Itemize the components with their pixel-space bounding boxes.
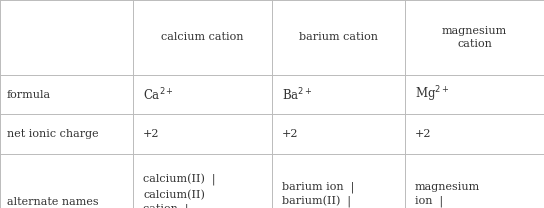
- Text: +2: +2: [143, 129, 159, 139]
- Text: barium cation: barium cation: [299, 32, 378, 42]
- Text: net ionic charge: net ionic charge: [7, 129, 98, 139]
- Text: calcium cation: calcium cation: [162, 32, 244, 42]
- Text: magnesium
cation: magnesium cation: [442, 26, 507, 49]
- Text: +2: +2: [282, 129, 298, 139]
- Text: Ba$^{2+}$: Ba$^{2+}$: [282, 86, 312, 103]
- Text: Ca$^{2+}$: Ca$^{2+}$: [143, 86, 174, 103]
- Text: magnesium
ion  |
magnesium(2+): magnesium ion | magnesium(2+): [415, 182, 505, 208]
- Text: formula: formula: [7, 90, 51, 100]
- Text: Mg$^{2+}$: Mg$^{2+}$: [415, 85, 449, 104]
- Text: alternate names: alternate names: [7, 197, 98, 207]
- Text: calcium(II)  |
calcium(II)
cation  |
calcium(2+): calcium(II) | calcium(II) cation | calci…: [143, 174, 215, 208]
- Text: barium ion  |
barium(II)  |
barium(2+): barium ion | barium(II) | barium(2+): [282, 181, 354, 208]
- Text: +2: +2: [415, 129, 431, 139]
